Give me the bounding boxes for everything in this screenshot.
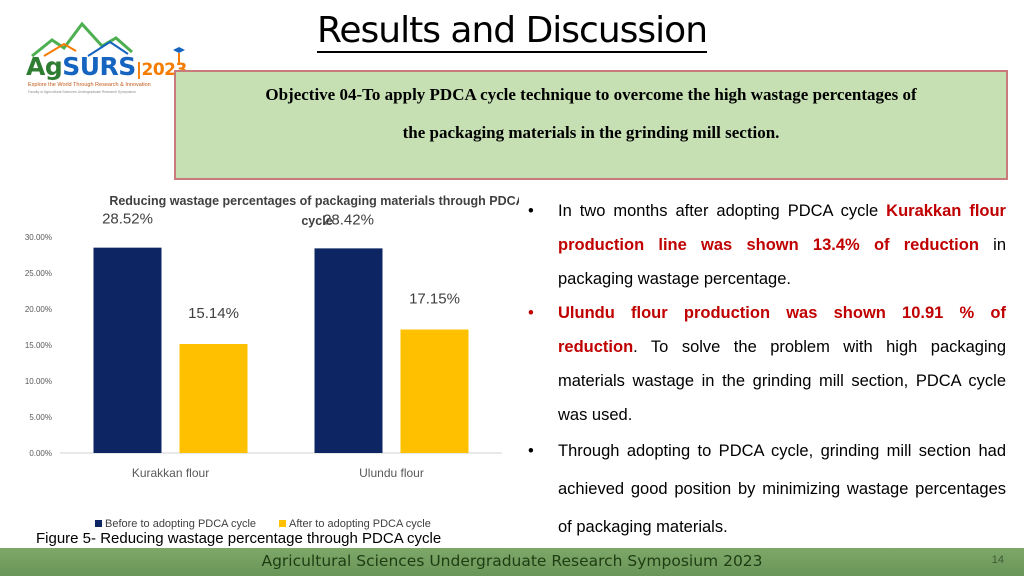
bullet1-highlight: Kurakkan flour production line was shown… xyxy=(558,202,1006,254)
legend-swatch xyxy=(95,520,102,527)
bullet-dot: • xyxy=(528,304,534,322)
bullet-list: • In two months after adopting PDCA cycl… xyxy=(528,194,1006,546)
bullet-item: • In two months after adopting PDCA cycl… xyxy=(528,194,1006,296)
legend-label: Before to adopting PDCA cycle xyxy=(105,518,256,530)
objective-line2: the packaging materials in the grinding … xyxy=(402,123,780,142)
data-label: 28.42% xyxy=(323,211,374,228)
agsurs-logo: AgSURS|2023 Explore the World Through Re… xyxy=(24,18,187,98)
graduation-cap-icon xyxy=(173,47,185,65)
bar xyxy=(400,329,469,453)
y-tick-label: 10.00% xyxy=(25,377,52,386)
bullet-item: • Ulundu flour production was shown 10.9… xyxy=(528,296,1006,432)
objective-line1: Objective 04-To apply PDCA cycle techniq… xyxy=(265,85,917,104)
y-tick-label: 15.00% xyxy=(25,341,52,350)
bullet-dot: • xyxy=(528,442,534,460)
x-tick-label: Kurakkan flour xyxy=(132,466,209,480)
bar-chart-svg: Reducing wastage percentages of packagin… xyxy=(2,184,519,534)
bullet3-text: Through adopting to PDCA cycle, grinding… xyxy=(558,442,1006,536)
y-tick-label: 0.00% xyxy=(29,449,52,458)
figure-caption: Figure 5- Reducing wastage percentage th… xyxy=(36,530,442,547)
bar-chart: Reducing wastage percentages of packagin… xyxy=(2,184,519,534)
bar xyxy=(179,343,248,453)
x-tick-label: Ulundu flour xyxy=(359,466,424,480)
bullet1-text: In two months after adopting PDCA cycle xyxy=(558,202,887,220)
bar xyxy=(314,248,383,453)
page-title: Results and Discussion xyxy=(0,10,1024,53)
bar xyxy=(93,247,162,453)
legend-swatch xyxy=(279,520,286,527)
footer-bar: Agricultural Sciences Undergraduate Rese… xyxy=(0,548,1024,576)
y-tick-label: 30.00% xyxy=(25,233,52,242)
data-label: 15.14% xyxy=(188,305,239,322)
bullet2-highlight: Ulundu flour production was shown 10.91 … xyxy=(558,304,1006,356)
mountain-icon xyxy=(31,21,133,58)
bullet-dot: • xyxy=(528,202,534,220)
logo-surs: SURS xyxy=(62,52,136,81)
bullet1-tail: in packaging wastage percentage. xyxy=(558,236,1006,288)
page-number: 14 xyxy=(991,554,1004,566)
page-title-text: Results and Discussion xyxy=(316,10,708,53)
logo-tagline: Explore the World Through Research & Inn… xyxy=(28,82,151,88)
bullet2-tail: . To solve the problem with high packagi… xyxy=(558,338,1006,424)
logo-subtagline: Faculty of Agricultural Sciences Undergr… xyxy=(28,90,137,94)
data-label: 17.15% xyxy=(409,291,460,308)
y-tick-label: 5.00% xyxy=(29,413,52,422)
objective-box: Objective 04-To apply PDCA cycle techniq… xyxy=(174,70,1008,180)
y-tick-label: 20.00% xyxy=(25,305,52,314)
footer-text: Agricultural Sciences Undergraduate Rese… xyxy=(261,552,763,570)
legend-label: After to adopting PDCA cycle xyxy=(289,518,431,530)
logo-ag: Ag xyxy=(26,52,63,81)
chart-title: Reducing wastage percentages of packagin… xyxy=(109,194,519,228)
data-label: 28.52% xyxy=(102,211,153,228)
bullet-item: • Through adopting to PDCA cycle, grindi… xyxy=(528,432,1006,546)
logo-brand: AgSURS|2023 xyxy=(26,52,187,81)
y-tick-label: 25.00% xyxy=(25,269,52,278)
